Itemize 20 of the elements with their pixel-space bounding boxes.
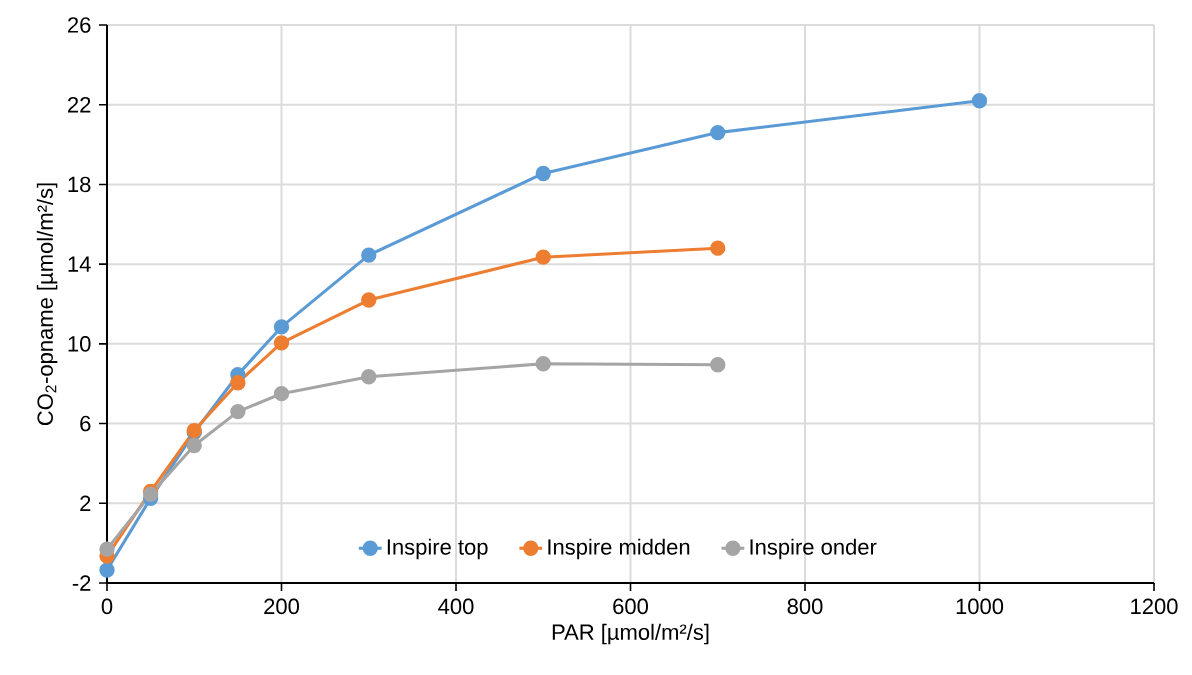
- legend-label: Inspire midden: [548, 538, 690, 560]
- legend-label: Inspire top: [387, 538, 488, 560]
- y-tick-label: 10: [68, 336, 91, 352]
- y-axis-title: CO$_{2}$-opname [µmol/m²/s]: [36, 183, 58, 426]
- x-tick-label: 800: [787, 598, 823, 615]
- y-tick-label: 26: [68, 17, 91, 33]
- x-tick-label: 200: [264, 598, 299, 615]
- y-tick-label: 22: [68, 97, 91, 113]
- x-tick-label: 1200: [1131, 598, 1178, 615]
- y-tick-label: 6: [80, 415, 91, 432]
- y-tick-label: 14: [68, 256, 91, 272]
- y-tick-label: 2: [80, 495, 91, 511]
- x-tick-label: 1000: [956, 598, 1004, 615]
- y-tick-label: -2: [72, 575, 91, 591]
- x-tick-label: 0: [101, 598, 113, 615]
- x-tick-label: 400: [438, 598, 474, 615]
- legend-label: Inspire onder: [750, 538, 877, 560]
- y-tick-label: 18: [68, 176, 91, 193]
- x-axis-title: PAR [µmol/m²/s]: [552, 623, 709, 645]
- x-tick-label: 600: [613, 598, 648, 615]
